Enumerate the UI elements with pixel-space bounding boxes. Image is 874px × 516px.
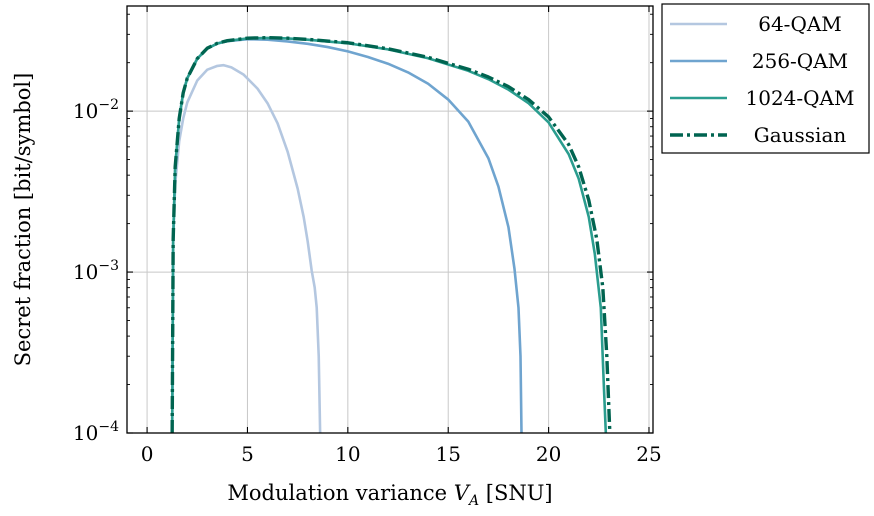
series-line-256-qam [170,37,523,434]
legend: 64-QAM 256-QAM 1024-QAM Gaussian [661,3,870,154]
y-tick-label: 10−4 [73,419,119,445]
legend-label: 256-QAM [752,49,848,73]
x-tick-label: 5 [241,442,254,466]
legend-label: 1024-QAM [746,86,855,110]
axis-ticks [127,6,653,434]
axis-labels: 0 5 10 15 20 25 10−4 10−3 10−2 Modulation varianc… [11,73,662,509]
y-tick-label: 10−2 [73,97,119,123]
y-axis-label: Secret fraction [bit/symbol] [11,73,35,367]
x-tick-label: 15 [435,442,460,466]
legend-box [661,3,870,154]
x-tick-label: 0 [141,442,154,466]
y-tick-label: 10−3 [73,258,119,284]
x-tick-label: 10 [335,442,360,466]
x-tick-label: 20 [536,442,561,466]
plot-frame [126,5,654,434]
x-tick-label: 25 [636,442,661,466]
x-axis-label: Modulation variance VA [SNU] [227,481,552,509]
series-line-1024-qam [170,36,608,434]
legend-label: Gaussian [754,123,847,147]
series-line-gaussian [170,35,612,434]
legend-label: 64-QAM [758,12,842,36]
series-line-64-qam [170,63,322,434]
series-lines [170,35,612,434]
